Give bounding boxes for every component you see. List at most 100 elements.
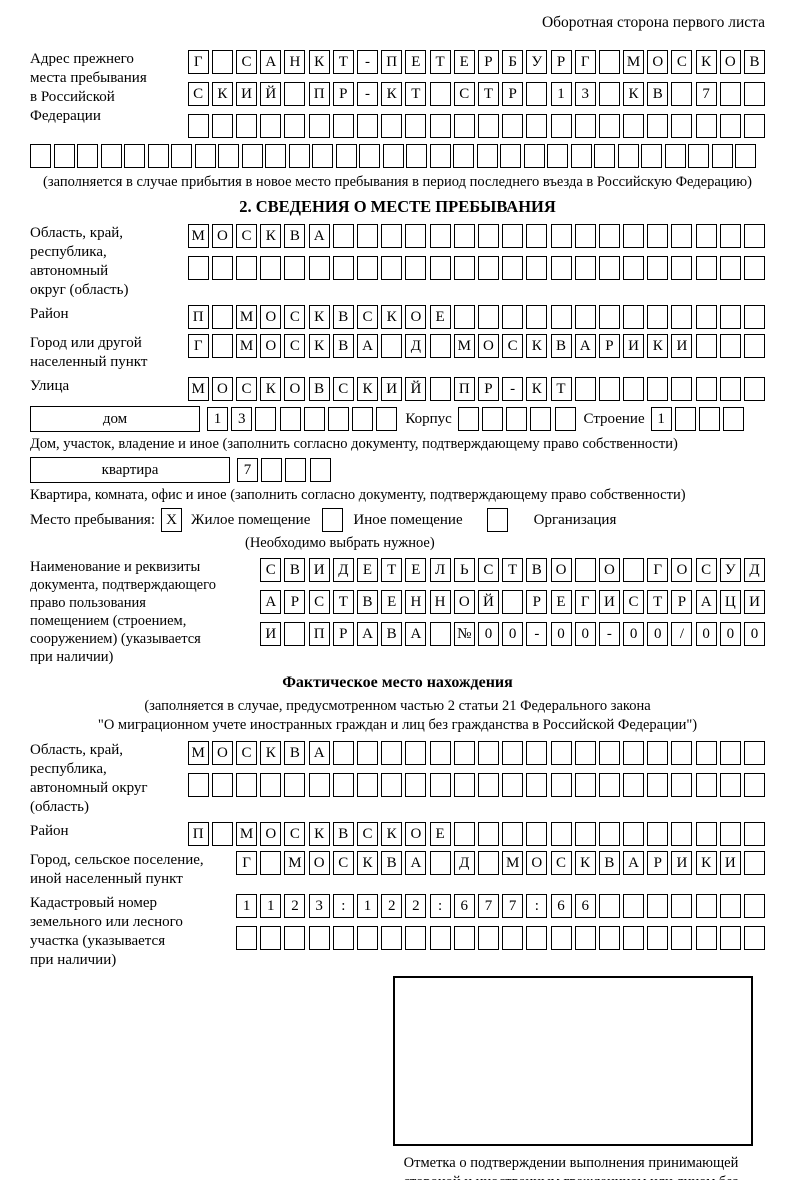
char-cell[interactable]	[719, 741, 741, 765]
char-cell[interactable]	[671, 894, 693, 918]
char-cell[interactable]	[477, 822, 499, 846]
char-cell[interactable]	[671, 256, 693, 280]
char-cell[interactable]: Н	[284, 50, 306, 74]
char-cell[interactable]: С	[332, 851, 354, 875]
char-cell[interactable]	[453, 256, 475, 280]
char-cell[interactable]	[194, 144, 216, 168]
char-cell[interactable]	[744, 305, 765, 329]
char-cell[interactable]: П	[308, 82, 330, 106]
char-cell[interactable]: Н	[405, 590, 427, 614]
char-cell[interactable]	[381, 224, 403, 248]
char-cell[interactable]	[260, 851, 282, 875]
char-cell[interactable]: М	[236, 305, 258, 329]
char-cell[interactable]: О	[211, 224, 233, 248]
char-cell[interactable]: О	[308, 851, 330, 875]
char-cell[interactable]	[477, 773, 499, 797]
char-cell[interactable]	[598, 822, 620, 846]
char-cell[interactable]	[695, 114, 717, 138]
char-cell[interactable]: 2	[381, 894, 403, 918]
char-cell[interactable]	[647, 822, 669, 846]
char-cell[interactable]	[502, 305, 524, 329]
char-cell[interactable]	[218, 144, 239, 168]
char-cell[interactable]: О	[284, 377, 306, 401]
char-cell[interactable]: В	[284, 741, 306, 765]
char-cell[interactable]: П	[187, 822, 209, 846]
char-cell[interactable]: И	[260, 622, 282, 646]
char-cell[interactable]: Д	[332, 558, 354, 582]
char-cell[interactable]: К	[574, 851, 596, 875]
char-cell[interactable]: Р	[526, 590, 548, 614]
char-cell[interactable]: В	[550, 334, 572, 358]
char-cell[interactable]	[506, 407, 528, 431]
char-cell[interactable]	[574, 558, 596, 582]
char-cell[interactable]	[255, 407, 277, 431]
char-cell[interactable]	[481, 407, 503, 431]
char-cell[interactable]: С	[357, 822, 378, 846]
char-cell[interactable]	[695, 334, 717, 358]
char-cell[interactable]	[699, 407, 720, 431]
char-cell[interactable]: В	[284, 558, 306, 582]
char-cell[interactable]	[526, 773, 548, 797]
char-cell[interactable]: Е	[357, 558, 378, 582]
char-cell[interactable]	[285, 458, 307, 482]
char-cell[interactable]	[671, 773, 693, 797]
char-cell[interactable]	[526, 82, 548, 106]
char-cell[interactable]	[147, 144, 169, 168]
char-cell[interactable]	[77, 144, 98, 168]
char-cell[interactable]	[381, 741, 403, 765]
char-cell[interactable]	[711, 144, 733, 168]
char-cell[interactable]: С	[187, 82, 209, 106]
char-cell[interactable]	[550, 305, 572, 329]
char-cell[interactable]: О	[405, 822, 427, 846]
char-cell[interactable]	[429, 144, 451, 168]
char-cell[interactable]: К	[526, 334, 548, 358]
char-cell[interactable]: К	[647, 334, 669, 358]
char-cell[interactable]: В	[332, 822, 354, 846]
char-cell[interactable]	[647, 926, 669, 950]
char-cell[interactable]	[502, 590, 524, 614]
char-cell[interactable]	[647, 256, 669, 280]
char-cell[interactable]: 0	[550, 622, 572, 646]
char-cell[interactable]: С	[477, 558, 499, 582]
char-cell[interactable]: П	[187, 305, 209, 329]
char-cell[interactable]: С	[453, 82, 475, 106]
char-cell[interactable]: А	[357, 334, 378, 358]
char-cell[interactable]	[647, 894, 669, 918]
stay-type-checkbox-other-premises[interactable]	[322, 508, 344, 532]
char-cell[interactable]	[550, 822, 572, 846]
char-cell[interactable]: Т	[332, 590, 354, 614]
char-cell[interactable]: 1	[650, 407, 672, 431]
char-cell[interactable]: К	[211, 82, 233, 106]
char-cell[interactable]	[332, 114, 354, 138]
char-cell[interactable]: А	[405, 622, 427, 646]
char-cell[interactable]	[523, 144, 545, 168]
char-cell[interactable]	[526, 926, 548, 950]
char-cell[interactable]: 0	[477, 622, 499, 646]
char-cell[interactable]	[405, 256, 427, 280]
char-cell[interactable]	[719, 256, 741, 280]
char-cell[interactable]	[312, 144, 333, 168]
char-cell[interactable]: В	[284, 224, 306, 248]
char-cell[interactable]	[382, 144, 404, 168]
char-cell[interactable]	[376, 407, 398, 431]
char-cell[interactable]	[502, 773, 524, 797]
char-cell[interactable]	[744, 224, 765, 248]
char-cell[interactable]: Р	[502, 82, 524, 106]
char-cell[interactable]: Т	[550, 377, 572, 401]
char-cell[interactable]	[623, 894, 645, 918]
char-cell[interactable]: К	[357, 851, 378, 875]
char-cell[interactable]: А	[308, 224, 330, 248]
char-cell[interactable]	[211, 50, 233, 74]
char-cell[interactable]	[429, 114, 451, 138]
char-cell[interactable]: К	[695, 50, 717, 74]
char-cell[interactable]: С	[260, 558, 282, 582]
char-cell[interactable]: О	[647, 50, 669, 74]
char-cell[interactable]	[429, 256, 451, 280]
char-cell[interactable]	[453, 773, 475, 797]
char-cell[interactable]	[308, 256, 330, 280]
char-cell[interactable]: В	[332, 305, 354, 329]
char-cell[interactable]: Й	[477, 590, 499, 614]
char-cell[interactable]	[405, 741, 427, 765]
char-cell[interactable]	[332, 224, 354, 248]
char-cell[interactable]: 2	[284, 894, 306, 918]
